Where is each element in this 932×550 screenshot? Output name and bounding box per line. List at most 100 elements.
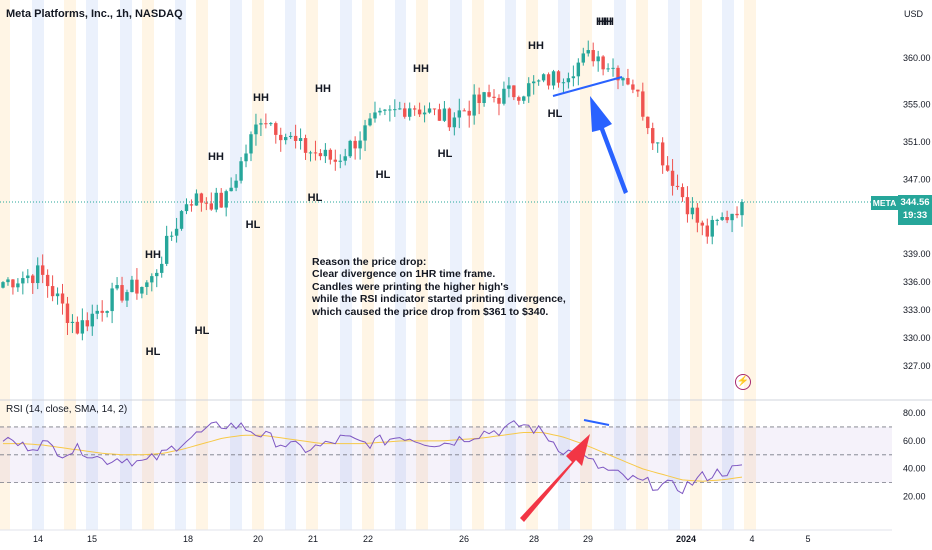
candle-body xyxy=(26,275,30,279)
pattern-label: HH xyxy=(413,63,429,75)
candle-body xyxy=(358,140,362,149)
candle-body xyxy=(100,310,104,313)
candle-body xyxy=(422,112,427,115)
candle-body xyxy=(477,94,481,104)
candle-body xyxy=(710,219,714,237)
time-tick-label: 18 xyxy=(183,534,193,544)
session-band xyxy=(120,0,132,530)
candle-body xyxy=(328,149,333,160)
candle-body xyxy=(75,321,80,334)
candle-body xyxy=(561,82,566,84)
candle-body xyxy=(164,235,169,264)
currency-label[interactable]: USD xyxy=(904,9,924,19)
candle-body xyxy=(229,187,233,192)
session-shading xyxy=(0,0,756,530)
candle-body xyxy=(274,123,278,135)
candle-body xyxy=(740,202,744,216)
pattern-label: HL xyxy=(308,192,323,204)
session-band xyxy=(0,0,10,530)
candle-body xyxy=(492,96,496,98)
candle-body xyxy=(383,109,387,111)
candle-body xyxy=(184,204,189,212)
price-tick-label: 327.00 xyxy=(903,361,931,371)
candle-body xyxy=(695,207,700,223)
candle-body xyxy=(219,192,223,208)
candle-body xyxy=(447,108,452,128)
candle-body xyxy=(571,76,576,79)
candle-body xyxy=(527,83,531,97)
candle-body xyxy=(388,109,392,111)
candle-body xyxy=(264,123,268,125)
candle-body xyxy=(234,180,238,188)
candle-body xyxy=(407,108,412,117)
session-band xyxy=(230,0,242,530)
candle-body xyxy=(194,193,199,206)
rsi-tick-label: 60.00 xyxy=(903,436,926,446)
candle-body xyxy=(507,85,511,89)
candle-body xyxy=(457,110,461,118)
candle-body xyxy=(576,62,581,77)
candle-body xyxy=(700,222,705,226)
candle-body xyxy=(601,56,605,70)
session-band xyxy=(722,0,734,530)
candle-body xyxy=(655,142,660,144)
candle-body xyxy=(293,135,298,141)
candle-body xyxy=(244,153,248,162)
candle-body xyxy=(680,187,685,198)
annotation-text: Reason the price drop: Clear divergence … xyxy=(312,256,566,318)
candle-body xyxy=(551,71,556,86)
pattern-label: HL xyxy=(548,108,563,120)
price-tick-label: 330.00 xyxy=(903,333,931,343)
price-tick-label: 355.00 xyxy=(903,100,931,110)
candle-body xyxy=(269,123,273,125)
last-price-tag: 344.56 19:33 xyxy=(898,195,932,225)
candle-body xyxy=(502,88,506,104)
session-band xyxy=(744,0,756,530)
candle-body xyxy=(373,112,377,119)
candle-body xyxy=(646,116,650,129)
candle-body xyxy=(556,71,561,83)
candle-body xyxy=(546,74,551,86)
candle-body xyxy=(224,191,228,208)
candle-body xyxy=(135,279,139,294)
candle-body xyxy=(125,292,129,301)
candle-body xyxy=(120,285,124,301)
candle-body xyxy=(199,193,204,203)
price-tick-label: 336.00 xyxy=(903,277,931,287)
annotation-line: while the RSI indicator started printing… xyxy=(312,293,566,306)
session-band xyxy=(395,0,406,530)
candle-body xyxy=(105,311,109,313)
pattern-label: HL xyxy=(376,169,391,181)
pattern-label: HH xyxy=(528,40,544,52)
rsi-indicator-label[interactable]: RSI (14, close, SMA, 14, 2) xyxy=(6,404,128,415)
lightning-icon[interactable]: ⚡ xyxy=(735,374,751,390)
candle-body xyxy=(536,80,541,82)
session-band xyxy=(306,0,318,530)
candle-body xyxy=(249,134,253,154)
candle-body xyxy=(427,108,432,113)
candle-body xyxy=(150,276,154,283)
session-band xyxy=(505,0,516,530)
candle-body xyxy=(1,282,5,288)
session-band xyxy=(416,0,428,530)
candle-body xyxy=(631,84,635,90)
session-band xyxy=(450,0,462,530)
time-tick-label: 2024 xyxy=(676,534,696,544)
candle-body xyxy=(660,142,665,166)
candle-body xyxy=(452,117,457,128)
rsi-pane xyxy=(0,420,892,495)
annotation-line: Candles were printing the higher high's xyxy=(312,280,509,293)
candle-body xyxy=(670,170,675,186)
time-tick-label: 28 xyxy=(529,534,539,544)
candle-body xyxy=(482,92,486,104)
candle-body xyxy=(130,279,134,293)
candle-body xyxy=(6,279,10,283)
candle-body xyxy=(254,124,258,135)
rsi-line xyxy=(2,420,743,495)
candle-body xyxy=(517,97,521,101)
session-band xyxy=(636,0,648,530)
candle-body xyxy=(85,320,90,327)
candle-body xyxy=(21,278,25,284)
time-tick-label: 4 xyxy=(749,534,754,544)
